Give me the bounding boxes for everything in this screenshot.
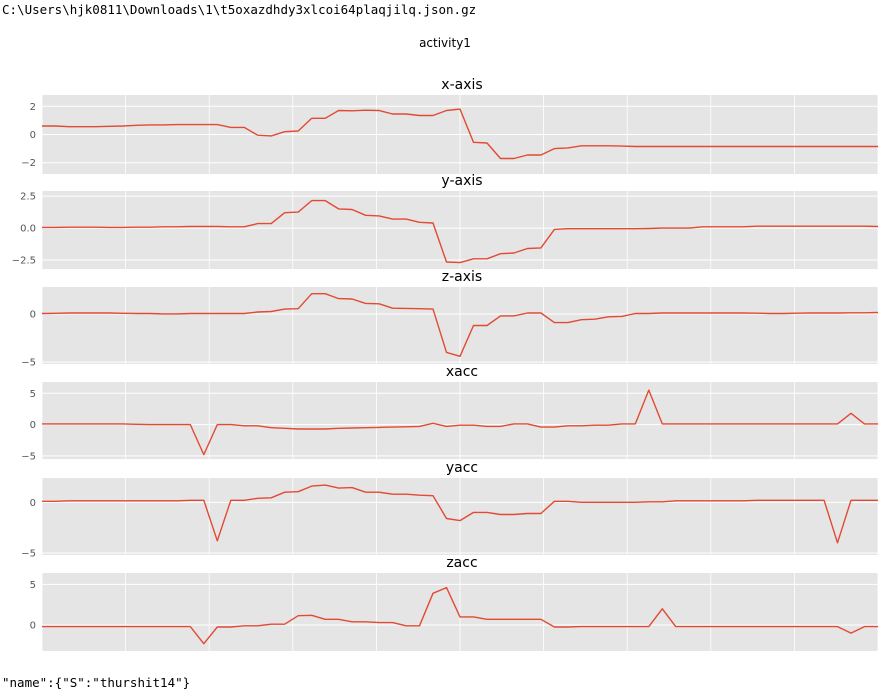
series-line-y-axis xyxy=(42,199,879,264)
panel-yacc: 0 −5 yacc xyxy=(21,460,879,559)
footer-record-name: "name":{"S":"thurshit14"} xyxy=(2,675,191,690)
y-tick-label: 0 xyxy=(30,130,36,141)
panel-zacc: 5 0 zacc xyxy=(30,555,879,651)
panel-xacc: 5 0 −5 xacc xyxy=(21,364,879,462)
y-tick-label: 0 xyxy=(30,498,36,509)
panel-title: xacc xyxy=(446,364,478,380)
y-tick-label: 0.0 xyxy=(20,224,36,235)
panel-title: y-axis xyxy=(441,173,482,189)
y-tick-label: 0 xyxy=(30,621,36,632)
figure-title: activity1 xyxy=(419,36,471,50)
file-path: C:\Users\hjk0811\Downloads\1\t5oxazdhdy3… xyxy=(2,2,477,17)
y-tick-label: 2.5 xyxy=(20,192,36,203)
y-tick-label: −5 xyxy=(21,548,36,559)
series-line-x-axis xyxy=(42,108,878,160)
panel-title: zacc xyxy=(446,555,477,571)
panel-title: z-axis xyxy=(442,269,482,285)
y-tick-label: −5 xyxy=(21,358,36,369)
panel-z-axis: 0 −5 z-axis xyxy=(21,269,879,369)
panel-title: yacc xyxy=(446,460,478,476)
panel-title: x-axis xyxy=(441,77,482,93)
panel-y-axis: 2.5 0.0 −2.5 y-axis xyxy=(12,173,879,269)
y-tick-label: 0 xyxy=(30,309,36,320)
y-tick-label: 5 xyxy=(30,389,36,400)
y-tick-label: 5 xyxy=(30,580,36,591)
y-tick-label: −2.5 xyxy=(12,256,36,267)
series-line-zacc xyxy=(42,586,878,645)
series-line-xacc xyxy=(42,389,878,456)
series-line-z-axis xyxy=(41,293,879,357)
y-tick-label: −5 xyxy=(21,451,36,462)
y-tick-label: 2 xyxy=(30,102,36,113)
panel-x-axis: 2 0 −2 x-axis xyxy=(21,77,879,174)
y-tick-label: 0 xyxy=(30,420,36,431)
panels-group: 2 0 −2 x-axis 2.5 0.0 −2.5 y-axis 0 −5 z-axis 5 0 −5 x… xyxy=(12,77,879,651)
y-tick-label: −2 xyxy=(21,158,36,169)
series-line-yacc xyxy=(42,484,878,544)
